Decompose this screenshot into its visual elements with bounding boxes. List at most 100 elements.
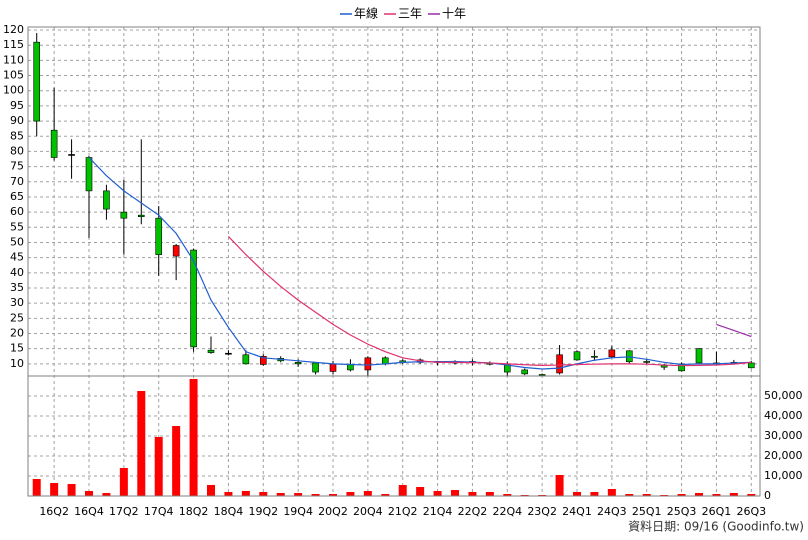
volume-bar	[224, 492, 233, 496]
x-tick-label: 19Q2	[248, 505, 278, 518]
x-tick-label: 26Q3	[736, 505, 766, 518]
y2-tick-label: 50,000	[764, 389, 803, 402]
volume-bar	[189, 379, 198, 496]
y-tick-label: 10	[10, 357, 24, 370]
ma-line	[227, 235, 752, 367]
y-tick-label: 35	[10, 281, 24, 294]
y-tick-label: 85	[10, 129, 24, 142]
volume-bar	[485, 492, 494, 496]
y-tick-label: 45	[10, 251, 24, 264]
y2-tick-label: 20,000	[764, 449, 803, 462]
candle-body	[381, 357, 389, 365]
volume-bar	[363, 491, 372, 496]
candle-body	[294, 362, 302, 365]
legend-label: 年線	[354, 6, 378, 21]
volume-bar	[573, 492, 581, 496]
legend-label: 三年	[398, 7, 422, 21]
x-tick-label: 22Q4	[492, 505, 522, 518]
y-tick-label: 60	[10, 205, 24, 218]
candle-body	[50, 129, 58, 158]
y-tick-label: 65	[10, 190, 24, 203]
volume-bar	[67, 484, 76, 496]
volume-bar	[102, 493, 111, 496]
candle-body	[120, 211, 128, 219]
candle-body	[242, 354, 250, 365]
volume-bar	[642, 494, 651, 496]
y-tick-label: 15	[10, 342, 24, 355]
candle-body	[155, 217, 163, 255]
volume-bar	[259, 492, 268, 496]
volume-bar	[503, 494, 512, 496]
x-tick-label: 17Q4	[144, 505, 174, 518]
x-tick-label: 19Q4	[283, 505, 313, 518]
candle-body	[695, 348, 703, 364]
volume-bar	[241, 491, 250, 496]
volume-bar	[172, 426, 181, 496]
volume-bar	[32, 479, 41, 496]
y-tick-label: 115	[3, 38, 24, 51]
candle-body	[312, 362, 319, 373]
x-tick-label: 24Q1	[562, 505, 592, 518]
volume-bar	[137, 391, 146, 496]
volume-bar	[607, 489, 616, 496]
volume-bar	[590, 492, 599, 496]
y-tick-label: 80	[10, 144, 24, 157]
volume-bar	[294, 493, 303, 496]
candle-body	[538, 374, 546, 376]
y-tick-label: 30	[10, 296, 24, 309]
volume-bar	[468, 492, 477, 496]
y-tick-label: 90	[10, 114, 24, 127]
volume-bar	[712, 494, 721, 496]
candle-body	[190, 249, 197, 348]
x-tick-label: 18Q4	[214, 505, 244, 518]
candle-body	[33, 41, 41, 122]
y-tick-label: 20	[10, 327, 24, 340]
footnote: 資料日期: 09/16 (Goodinfo.tw)	[628, 520, 804, 534]
candle-body	[747, 362, 755, 369]
candle-body	[137, 214, 145, 217]
candle-body	[521, 369, 529, 375]
volume-bar	[625, 494, 634, 496]
x-tick-label: 21Q4	[423, 505, 453, 518]
candle-body	[329, 363, 337, 372]
y2-tick-label: 40,000	[764, 409, 803, 422]
y-tick-label: 75	[10, 160, 24, 173]
volume-bar	[50, 483, 59, 496]
y-tick-label: 50	[10, 235, 24, 248]
candle-body	[678, 363, 685, 372]
volume-bar	[311, 494, 320, 496]
candle-body	[591, 355, 598, 358]
volume-bar	[729, 493, 738, 496]
y2-tick-label: 10,000	[764, 469, 803, 482]
volume-bar	[329, 494, 337, 496]
volume-bar	[85, 491, 93, 496]
candle-body	[259, 355, 267, 365]
x-tick-label: 22Q2	[458, 505, 488, 518]
y-tick-label: 120	[3, 23, 24, 36]
y2-tick-label: 0	[764, 489, 771, 502]
candle-body	[608, 349, 616, 358]
x-tick-label: 25Q3	[667, 505, 697, 518]
volume-bar	[276, 493, 285, 496]
x-tick-label: 21Q2	[388, 505, 418, 518]
volume-bar	[677, 494, 686, 496]
candle-body	[556, 354, 563, 374]
x-tick-label: 26Q1	[702, 505, 732, 518]
x-tick-label: 20Q4	[353, 505, 383, 518]
candle-body	[573, 351, 581, 361]
x-tick-label: 25Q1	[632, 505, 662, 518]
volume-bar	[398, 485, 407, 496]
plot-frame	[27, 26, 761, 497]
candle-body	[207, 349, 215, 353]
y-tick-label: 110	[3, 53, 24, 66]
candle-body	[225, 352, 232, 355]
x-tick-label: 16Q2	[39, 505, 69, 518]
x-tick-label: 17Q2	[109, 505, 139, 518]
ma-line	[88, 157, 752, 370]
candle-body	[172, 245, 180, 257]
legend-label: 十年	[442, 7, 466, 21]
volume-bar	[695, 493, 703, 496]
volume-bar	[747, 494, 756, 496]
